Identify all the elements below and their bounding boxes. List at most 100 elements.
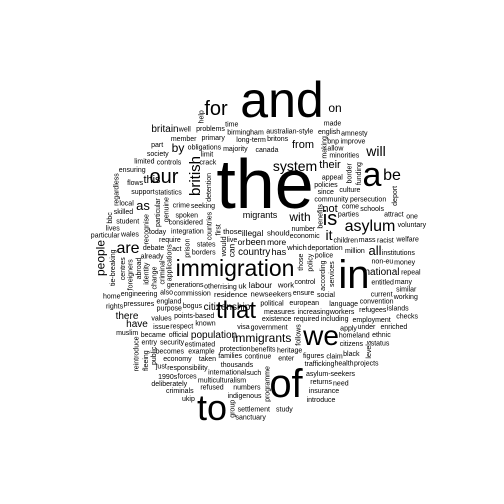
cloud-word: sanctuary bbox=[235, 415, 266, 422]
cloud-word: ensuring bbox=[119, 167, 146, 174]
cloud-word: amnesty bbox=[341, 130, 368, 137]
cloud-word: according bbox=[320, 260, 327, 290]
cloud-word: refugees bbox=[359, 307, 387, 314]
cloud-word: support bbox=[131, 189, 154, 196]
cloud-word: a bbox=[363, 156, 382, 194]
cloud-word: there bbox=[116, 311, 139, 322]
cloud-word: crime bbox=[173, 202, 190, 209]
cloud-word: genuine bbox=[164, 197, 171, 222]
cloud-word: community bbox=[314, 196, 348, 203]
cloud-word: of bbox=[269, 362, 303, 406]
cloud-word: been bbox=[246, 237, 266, 247]
cloud-word: from bbox=[292, 139, 314, 151]
cloud-word: issue bbox=[153, 324, 169, 331]
cloud-word: economic bbox=[290, 233, 320, 240]
cloud-word: regardless bbox=[113, 173, 120, 206]
cloud-word: more bbox=[267, 237, 286, 247]
cloud-word: working bbox=[393, 294, 418, 301]
cloud-word: seekers bbox=[265, 289, 292, 298]
cloud-word: act bbox=[172, 246, 181, 253]
cloud-word: culture bbox=[339, 187, 360, 194]
cloud-word: in bbox=[338, 253, 369, 297]
cloud-word: since bbox=[318, 189, 334, 196]
cloud-word: problems bbox=[196, 126, 225, 133]
cloud-word: this bbox=[143, 174, 161, 186]
cloud-word: borders bbox=[192, 249, 216, 256]
cloud-word: foreigners bbox=[127, 259, 134, 291]
cloud-word: statistics bbox=[155, 189, 182, 196]
cloud-word: refused bbox=[200, 384, 223, 391]
cloud-word: particular bbox=[155, 198, 162, 227]
cloud-word: attract bbox=[384, 212, 404, 219]
cloud-word: voluntary bbox=[398, 222, 427, 229]
cloud-word: flows bbox=[127, 180, 143, 187]
cloud-word: canada bbox=[255, 147, 278, 154]
cloud-word: programme bbox=[264, 366, 271, 402]
cloud-word: first bbox=[215, 224, 222, 235]
cloud-word: today bbox=[149, 229, 167, 236]
cloud-word: responsibility bbox=[167, 365, 208, 372]
cloud-word: rising bbox=[220, 284, 237, 291]
cloud-word: asylum bbox=[345, 218, 396, 235]
cloud-word: debate bbox=[143, 245, 165, 252]
cloud-word: commission bbox=[174, 290, 211, 297]
cloud-word: racist bbox=[377, 237, 394, 244]
cloud-word: 1990s bbox=[158, 374, 178, 381]
cloud-word: time bbox=[225, 122, 238, 129]
cloud-word: employment bbox=[353, 317, 391, 324]
cloud-word: such bbox=[246, 370, 261, 377]
cloud-word: british bbox=[187, 156, 204, 196]
cloud-word: values bbox=[151, 315, 172, 322]
cloud-word: persecution bbox=[350, 197, 386, 204]
cloud-word: seeking bbox=[191, 203, 215, 210]
cloud-word: settlement bbox=[238, 406, 270, 413]
cloud-word: number bbox=[291, 226, 315, 233]
cloud-word: under bbox=[357, 324, 376, 331]
cloud-word: levels bbox=[366, 340, 373, 358]
cloud-word: forces bbox=[178, 374, 198, 381]
cloud-word: country bbox=[238, 247, 270, 258]
cloud-word: their bbox=[319, 159, 341, 171]
cloud-word: to bbox=[197, 387, 227, 428]
cloud-word: allow bbox=[327, 146, 344, 153]
cloud-word: by bbox=[172, 141, 185, 155]
cloud-word: those bbox=[223, 227, 242, 236]
cloud-word: government bbox=[251, 325, 288, 332]
cloud-word: which bbox=[286, 243, 307, 252]
cloud-word: similar bbox=[396, 286, 417, 293]
cloud-word: security bbox=[160, 340, 185, 347]
cloud-word: improve bbox=[341, 139, 366, 146]
cloud-word: taken bbox=[199, 356, 216, 363]
cloud-word: points-based bbox=[174, 313, 214, 320]
cloud-word: visa bbox=[237, 324, 250, 331]
cloud-word: muslim bbox=[116, 330, 138, 337]
cloud-word: becomes bbox=[156, 349, 185, 356]
cloud-word: many bbox=[395, 279, 413, 286]
cloud-word: enter bbox=[278, 356, 295, 363]
cloud-word: health bbox=[335, 361, 354, 368]
cloud-word: made bbox=[324, 120, 342, 127]
cloud-word: numbers bbox=[233, 384, 261, 391]
cloud-word: majority bbox=[223, 146, 248, 153]
cloud-word: controls bbox=[157, 159, 182, 166]
cloud-word: estimated bbox=[185, 341, 215, 348]
cloud-word: wales bbox=[120, 231, 139, 238]
cloud-word: entry bbox=[141, 339, 157, 346]
cloud-word: lives bbox=[106, 226, 121, 233]
cloud-word: other bbox=[204, 283, 221, 290]
cloud-word: australian-style bbox=[266, 129, 313, 136]
cloud-word: control bbox=[294, 279, 315, 286]
cloud-word: language bbox=[329, 301, 358, 308]
cloud-word: black bbox=[343, 351, 360, 358]
cloud-word: states bbox=[197, 242, 216, 249]
cloud-word: thousands bbox=[221, 362, 254, 369]
cloud-word: limit bbox=[201, 151, 213, 158]
cloud-word: uk bbox=[238, 282, 246, 291]
cloud-word: live bbox=[227, 237, 238, 244]
cloud-word: making bbox=[322, 136, 329, 159]
cloud-word: not bbox=[322, 203, 337, 215]
cloud-word: national bbox=[364, 267, 399, 278]
cloud-word: figures bbox=[303, 353, 325, 360]
cloud-word: student bbox=[116, 219, 139, 226]
cloud-word: including bbox=[321, 316, 349, 323]
